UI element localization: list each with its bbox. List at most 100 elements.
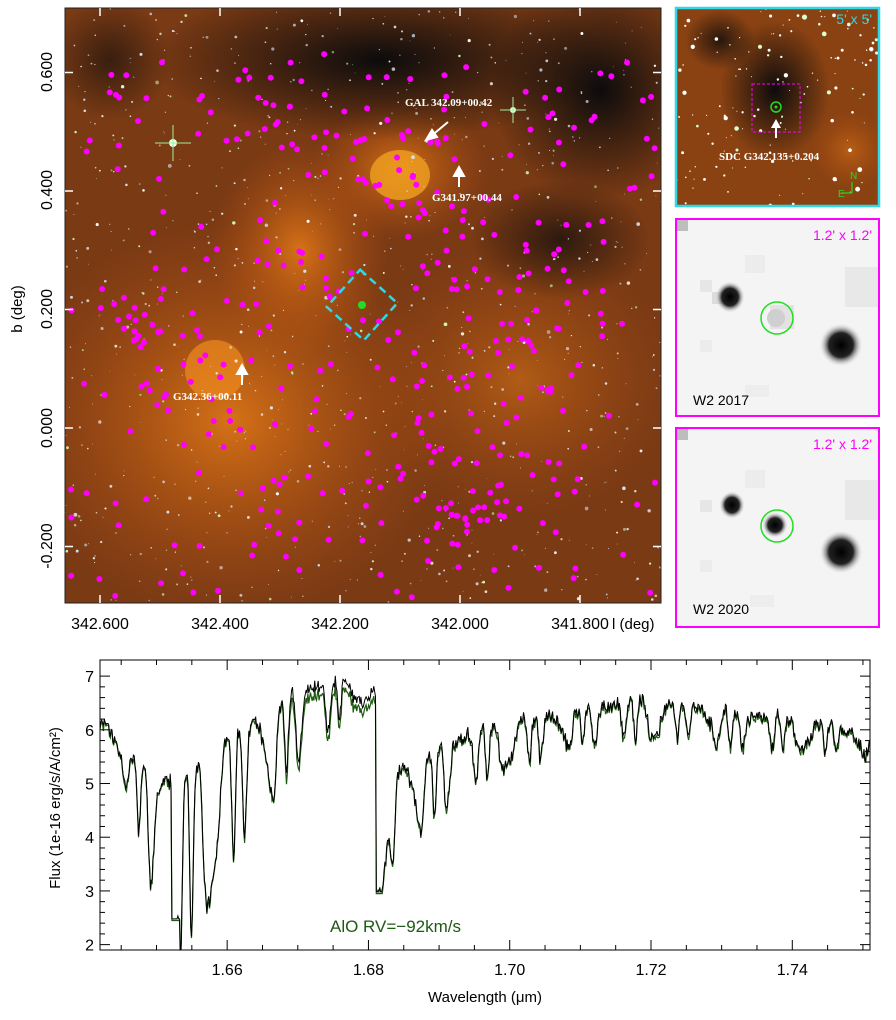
star xyxy=(402,268,404,270)
star xyxy=(508,373,510,375)
star xyxy=(465,373,468,376)
star xyxy=(206,122,208,124)
star xyxy=(245,430,247,432)
star xyxy=(68,406,70,409)
source-marker xyxy=(305,171,312,178)
star xyxy=(102,516,104,518)
star xyxy=(346,62,349,65)
region-box xyxy=(324,267,400,343)
star xyxy=(428,527,430,529)
star xyxy=(455,11,457,13)
source-marker xyxy=(248,357,255,364)
source-marker xyxy=(278,144,285,151)
star xyxy=(418,535,421,537)
star xyxy=(426,568,428,570)
star xyxy=(836,56,840,60)
source-marker xyxy=(536,564,542,571)
star xyxy=(409,40,411,42)
source-marker xyxy=(480,194,487,201)
star xyxy=(619,282,622,285)
star xyxy=(155,80,159,85)
star xyxy=(73,512,78,517)
star xyxy=(446,306,449,309)
star xyxy=(514,305,516,307)
source-marker xyxy=(442,227,449,234)
source-marker xyxy=(414,420,421,426)
star xyxy=(65,435,67,437)
star xyxy=(725,137,727,139)
source-marker xyxy=(321,91,328,98)
star xyxy=(357,523,359,525)
source-marker xyxy=(112,592,119,599)
source-marker xyxy=(226,408,233,414)
source-marker xyxy=(443,93,450,100)
source-marker xyxy=(68,572,75,579)
star xyxy=(578,137,581,139)
spectrum-xtick-label: 1.70 xyxy=(494,962,525,979)
star xyxy=(468,223,470,226)
star xyxy=(99,169,101,172)
star xyxy=(788,18,791,21)
star xyxy=(83,368,85,370)
source-marker xyxy=(365,478,372,485)
star xyxy=(191,579,193,581)
star xyxy=(536,533,538,535)
source-marker xyxy=(545,459,552,465)
source-marker xyxy=(101,391,108,398)
star xyxy=(410,362,412,364)
source-marker xyxy=(372,182,379,189)
star xyxy=(327,154,329,156)
star xyxy=(849,191,851,193)
star xyxy=(604,382,608,385)
star xyxy=(603,415,605,418)
source-marker xyxy=(597,70,604,77)
source-marker xyxy=(515,287,522,293)
star xyxy=(592,363,596,367)
star xyxy=(188,164,191,167)
star xyxy=(359,397,362,400)
star xyxy=(871,41,875,45)
compass-n: N xyxy=(850,171,857,182)
source-marker xyxy=(413,285,419,292)
star xyxy=(201,389,203,392)
star xyxy=(165,549,168,551)
source-marker xyxy=(199,93,205,99)
source-marker xyxy=(505,584,512,591)
star xyxy=(109,370,111,372)
source-marker xyxy=(597,310,604,317)
star xyxy=(534,293,536,295)
star xyxy=(468,409,470,411)
star xyxy=(115,599,117,601)
star xyxy=(235,489,237,492)
star xyxy=(349,579,351,580)
star xyxy=(651,598,654,601)
star xyxy=(246,187,248,189)
source-marker xyxy=(545,114,552,121)
source-marker xyxy=(275,530,282,537)
source-marker xyxy=(120,294,127,301)
star xyxy=(336,304,338,306)
star xyxy=(90,121,92,123)
star xyxy=(302,595,304,597)
star xyxy=(635,579,637,581)
star xyxy=(576,597,580,601)
star xyxy=(189,55,192,58)
star xyxy=(861,181,863,184)
source-marker xyxy=(287,363,294,370)
star xyxy=(306,23,309,25)
star xyxy=(591,261,593,263)
inset-w2-2020: 1.2' x 1.2' W2 2020 xyxy=(675,427,880,628)
star xyxy=(507,565,510,568)
star xyxy=(176,583,179,586)
star xyxy=(434,211,436,213)
star xyxy=(162,400,165,403)
star xyxy=(691,114,694,116)
star xyxy=(337,186,340,189)
star xyxy=(95,511,98,514)
source-marker xyxy=(154,402,161,409)
source-marker xyxy=(424,537,430,544)
source-marker xyxy=(135,118,141,124)
star xyxy=(491,157,494,160)
w2-2020-size: 1.2' x 1.2' xyxy=(813,436,872,452)
star xyxy=(484,216,485,218)
